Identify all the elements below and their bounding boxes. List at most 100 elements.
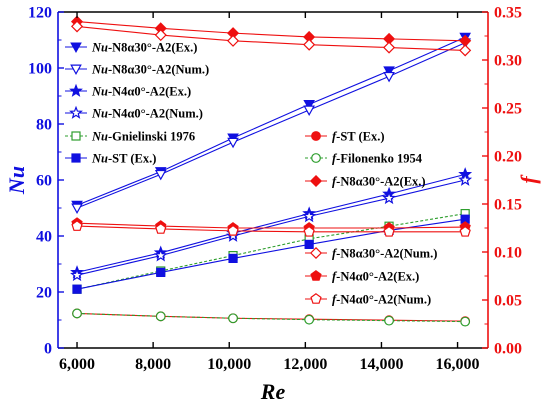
legend-label: f-N8α30°-A2(Ex.) [332, 175, 426, 189]
legend-label-text: -Filonenko 1954 [336, 152, 423, 166]
series-line [76, 218, 466, 290]
legend-label: f-Filonenko 1954 [332, 152, 423, 166]
legend-label-text: -N4α0°-A2(Ex.) [108, 85, 191, 99]
legend-label-symbol: Nu [91, 130, 108, 144]
legend-label: Nu-N4α0°-A2(Ex.) [91, 85, 191, 99]
data-point [155, 223, 167, 234]
series-8 [70, 15, 472, 47]
legend-label-text: -ST (Ex.) [336, 130, 384, 144]
legend: Nu-N8α30°-A2(Ex.)Nu-N8α30°-A2(Num.)Nu-N4… [65, 41, 437, 307]
data-point [383, 41, 396, 54]
legend-label: Nu-ST (Ex.) [91, 152, 156, 166]
data-point [72, 308, 82, 319]
y-left-tick-label: 60 [36, 173, 52, 190]
legend-label-text: -N8α30°-A2(Ex.) [336, 175, 425, 189]
data-point [226, 34, 240, 47]
legend-label-text: -N4α0°-A2(Ex.) [336, 270, 419, 284]
legend-entry-1: Nu-N8α30°-A2(Num.) [65, 63, 209, 77]
legend-label: f-ST (Ex.) [332, 130, 385, 144]
series-line [77, 225, 466, 233]
data-point [459, 44, 472, 57]
legend-entry-8: f-N8α30°-A2(Ex.) [305, 175, 426, 189]
y-left-tick-label: 100 [28, 61, 52, 78]
x-tick-label: 6,000 [59, 356, 95, 373]
legend-label: f-N4α0°-A2(Num.) [332, 293, 431, 307]
legend-label-symbol: f [332, 152, 338, 166]
legend-entry-9: f-N8α30°-A2(Num.) [305, 247, 437, 261]
series-line [76, 25, 466, 51]
x-axis-title: Re [260, 379, 286, 404]
series-11 [71, 220, 471, 237]
legend-entry-2: Nu-N4α0°-A2(Ex.) [65, 83, 191, 99]
legend-swatch-marker [69, 83, 83, 97]
legend-label-symbol: Nu [91, 152, 108, 166]
data-point [302, 209, 317, 223]
legend-swatch-marker [69, 105, 83, 119]
legend-swatch-marker [310, 270, 322, 281]
data-point [71, 220, 83, 231]
legend-entry-7: f-Filonenko 1954 [305, 152, 423, 166]
legend-label-symbol: f [332, 175, 338, 189]
y-right-axis-title: f [516, 174, 541, 184]
legend-swatch-marker [309, 174, 323, 188]
data-point [383, 71, 395, 83]
data-point [227, 224, 239, 236]
x-tick-label: 12,000 [283, 356, 327, 373]
y-right-tick-label: 0.30 [494, 53, 522, 70]
x-tick-label: 14,000 [359, 356, 403, 373]
y-right-tick-label: 0.10 [494, 245, 522, 262]
legend-swatch-marker [71, 153, 81, 163]
data-point [153, 248, 168, 262]
legend-entry-11: f-N4α0°-A2(Num.) [305, 293, 431, 307]
legend-label: Nu-N4α0°-A2(Num.) [91, 107, 203, 121]
data-point [382, 190, 396, 205]
y-right-tick-label: 0.35 [494, 5, 522, 22]
legend-entry-4: Nu-Gnielinski 1976 [65, 130, 195, 144]
series-line [76, 173, 466, 273]
y-left-tick-label: 80 [36, 117, 52, 134]
x-tick-label: 8,000 [135, 356, 171, 373]
y-left-tick-label: 0 [44, 341, 52, 358]
plot-marks [70, 15, 473, 327]
y-left-axis-title: Nu [4, 166, 29, 195]
legend-swatch-marker [71, 131, 81, 141]
legend-label-text: -N4α0°-A2(Num.) [108, 107, 203, 121]
legend-label-symbol: Nu [91, 41, 108, 55]
data-point [228, 313, 238, 324]
legend-swatch-marker [311, 153, 321, 163]
legend-swatch-marker [309, 246, 323, 260]
data-point [304, 239, 314, 249]
legend-swatch-marker [311, 131, 321, 141]
data-point [303, 225, 315, 237]
data-point [71, 203, 83, 215]
data-point [383, 66, 395, 77]
y-left-tick-label: 20 [36, 285, 52, 302]
legend-label-symbol: Nu [91, 85, 108, 99]
legend-label-symbol: f [332, 270, 338, 284]
legend-swatch-marker [70, 64, 82, 76]
series-line [77, 312, 466, 322]
y-right-tick-label: 0.05 [494, 293, 522, 310]
legend-entry-10: f-N4α0°-A2(Ex.) [305, 270, 419, 284]
legend-label-symbol: Nu [91, 107, 108, 121]
data-point [72, 284, 82, 294]
legend-entry-6: f-ST (Ex.) [305, 130, 385, 144]
y-right-tick-label: 0.25 [494, 101, 522, 118]
series-line [76, 42, 466, 209]
legend-label-symbol: f [332, 130, 338, 144]
legend-label-text: -Gnielinski 1976 [108, 130, 195, 144]
legend-label: f-N8α30°-A2(Num.) [332, 247, 437, 261]
legend-label: f-N4α0°-A2(Ex.) [332, 270, 419, 284]
x-tick-label: 16,000 [436, 356, 480, 373]
series-line [76, 213, 466, 290]
data-point [459, 225, 471, 237]
y-left-tick-label: 120 [28, 5, 52, 22]
series-line [77, 222, 466, 229]
legend-label-text: -N8α30°-A2(Num.) [336, 247, 437, 261]
legend-label-symbol: f [332, 293, 338, 307]
series-0 [71, 32, 471, 212]
data-point [156, 267, 166, 277]
y-right-tick-label: 0.15 [494, 197, 522, 214]
data-point [384, 315, 394, 326]
